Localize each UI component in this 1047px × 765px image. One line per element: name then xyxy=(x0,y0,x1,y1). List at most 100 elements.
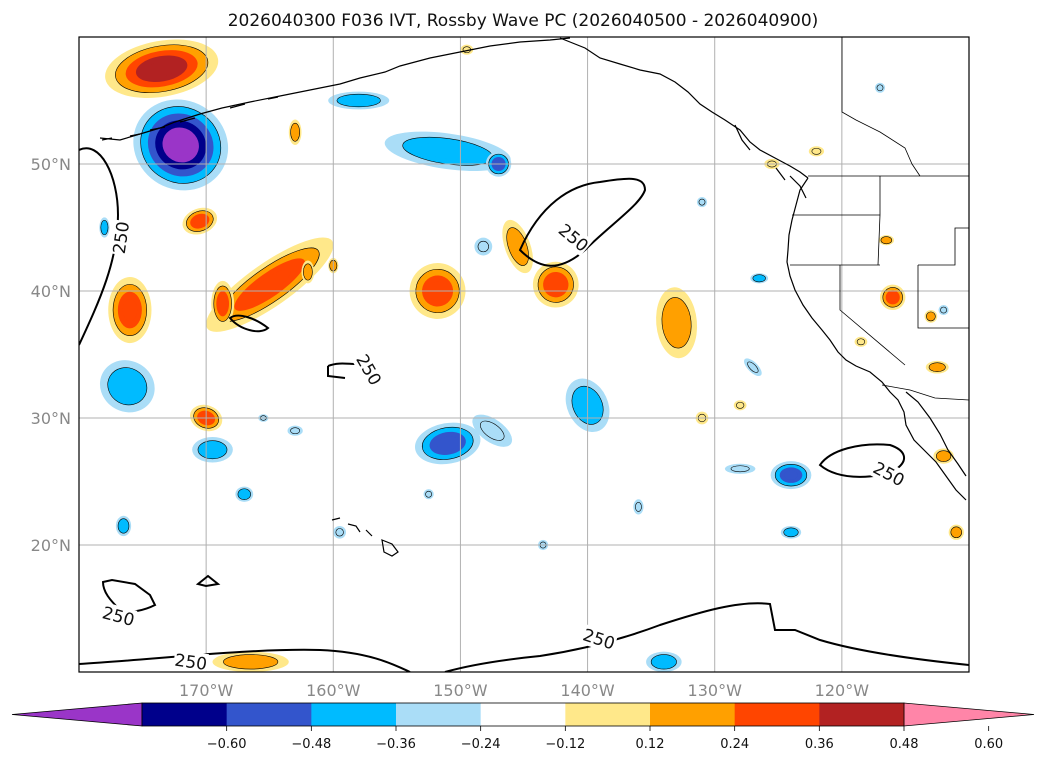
anomaly-blob-5 xyxy=(108,277,152,344)
anomaly-level-2 xyxy=(290,427,301,435)
y-tick-label: 20°N xyxy=(31,536,71,555)
contour-250-dash xyxy=(327,362,356,379)
y-tick-label: 50°N xyxy=(31,155,71,174)
idaho-border xyxy=(877,176,881,266)
anomaly-blob-18 xyxy=(235,486,254,502)
coastline-layer xyxy=(99,37,967,557)
anomaly-level-2 xyxy=(698,198,706,206)
contour-label-1: 250 xyxy=(108,219,134,256)
colorbar-tick-label: 0.60 xyxy=(974,737,1003,752)
anomaly-level-4 xyxy=(436,436,459,451)
anomaly-blob-43 xyxy=(854,336,868,347)
anomaly-level-2 xyxy=(479,420,505,441)
anomaly-blob-1 xyxy=(105,39,219,99)
wyoming-border xyxy=(918,227,969,266)
contour-250-small-triangle xyxy=(195,574,221,588)
anomaly-level-3 xyxy=(667,307,686,338)
anomaly-blob-30 xyxy=(925,360,949,374)
alaska-canada-border xyxy=(841,37,921,177)
anomaly-fill-layer xyxy=(99,39,964,672)
anomaly-blob-7 xyxy=(288,119,302,145)
alaska-gulf-coastline xyxy=(559,37,809,179)
anomaly-blob-34 xyxy=(878,235,894,246)
nevada-border xyxy=(839,265,906,366)
anomaly-level-3 xyxy=(755,276,764,281)
anomaly-level-4 xyxy=(888,293,897,302)
anomaly-blob-49 xyxy=(423,489,434,500)
anomaly-blob-6 xyxy=(211,280,235,327)
aleutian-islands xyxy=(101,96,279,141)
x-tick-label: 140°W xyxy=(560,681,615,700)
anomaly-blob-48 xyxy=(287,425,303,436)
contour-label-text: 250 xyxy=(173,651,208,675)
anomaly-level-3 xyxy=(120,521,127,531)
anomaly-level-4 xyxy=(194,216,206,226)
us-west-coastline xyxy=(786,177,967,501)
anomaly-blob-53 xyxy=(696,197,708,208)
anomaly-blob-46 xyxy=(633,499,644,515)
colorbar-extend-min xyxy=(11,702,143,727)
anomaly-blob-33 xyxy=(750,273,769,284)
contour-label-bg xyxy=(172,649,210,675)
colorbar-tick-label: 0.36 xyxy=(805,737,834,752)
anomaly-level-3 xyxy=(292,126,298,138)
anomaly-level-3 xyxy=(102,223,107,232)
anomaly-level-3 xyxy=(305,267,311,277)
anomaly-blob-25 xyxy=(724,463,756,474)
contour-250-east-oval xyxy=(818,443,905,478)
anomaly-level-2 xyxy=(425,490,432,498)
anomaly-blob-27 xyxy=(646,651,682,672)
anomaly-blob-29 xyxy=(880,284,906,311)
anomaly-blob-44 xyxy=(744,358,762,377)
map-frame xyxy=(78,36,970,673)
colorbar-tick-label: −0.60 xyxy=(207,737,247,752)
colorbar-tick-label: 0.24 xyxy=(720,737,749,752)
anomaly-blob-23 xyxy=(656,287,698,359)
x-axis-ticks: 170°W 160°W 150°W 140°W 130°W 120°W xyxy=(179,681,869,700)
anomaly-level-3 xyxy=(953,529,960,536)
anomaly-level-4 xyxy=(218,296,227,312)
anomaly-blob-28 xyxy=(212,651,289,672)
colorbar-bin-9 xyxy=(819,703,905,726)
colorbar-bin-6 xyxy=(565,703,651,726)
anomaly-blob-4 xyxy=(206,237,334,332)
grid-layer xyxy=(79,37,969,672)
x-tick-label: 120°W xyxy=(815,681,870,700)
anomaly-level-4 xyxy=(784,470,798,480)
anomaly-blob-21 xyxy=(472,414,513,447)
colorbar-tick-label: −0.12 xyxy=(545,737,585,752)
anomaly-level-3 xyxy=(786,529,796,536)
anomaly-level-4 xyxy=(122,299,138,322)
anomaly-level-2 xyxy=(811,147,822,155)
anomaly-blob-8 xyxy=(328,91,390,110)
anomaly-level-3 xyxy=(115,375,140,398)
colorbar-bin-3 xyxy=(311,703,397,726)
us-mexico-border xyxy=(881,384,969,401)
contour-250-north-central xyxy=(518,177,647,267)
colorbar-bin-7 xyxy=(650,703,736,726)
anomaly-level-2 xyxy=(736,401,745,409)
contour-label-bg xyxy=(869,457,909,491)
anomaly-level-3 xyxy=(883,238,890,243)
bc-islands xyxy=(734,124,807,199)
contour-250-west xyxy=(79,147,120,346)
anomaly-blob-50 xyxy=(874,82,886,93)
y-tick-label: 40°N xyxy=(31,282,71,301)
anomaly-level-2 xyxy=(730,465,750,473)
anomaly-level-2 xyxy=(940,306,947,314)
anomaly-blob-47 xyxy=(333,525,346,539)
anomaly-level-2 xyxy=(747,361,759,373)
colorbar-extend-max xyxy=(903,702,1035,727)
anomaly-blob-26 xyxy=(780,525,802,539)
contour-250-small-oval xyxy=(228,314,270,333)
baja-gulf-coastline xyxy=(905,391,967,477)
anomaly-blob-35 xyxy=(924,310,938,323)
anomaly-blob-17 xyxy=(192,437,233,463)
contour-label-bg xyxy=(99,602,138,631)
anomaly-blob-39 xyxy=(733,400,747,411)
anomaly-level-2 xyxy=(856,338,866,346)
anomaly-blob-41 xyxy=(301,260,315,284)
colorbar-tick-label: 0.48 xyxy=(890,737,919,752)
anomaly-blob-13 xyxy=(474,237,493,256)
